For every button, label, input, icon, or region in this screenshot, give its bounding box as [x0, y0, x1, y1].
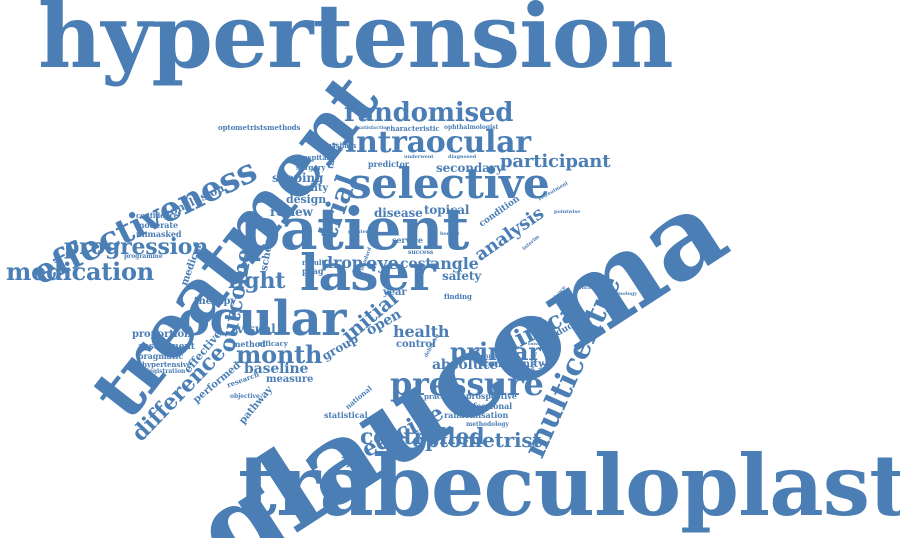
word-visual: visual: [237, 322, 276, 336]
word-characteristic: characteristic: [386, 124, 440, 133]
word-ophthalmology: ophthalmology: [596, 291, 638, 297]
word-safety: safety: [442, 269, 482, 283]
word-poag: poag: [302, 266, 324, 276]
word-disease: disease: [374, 206, 423, 220]
word-quality: quality: [290, 183, 329, 194]
word-medication: medication: [6, 257, 154, 286]
word-patient: patient: [240, 195, 469, 263]
word-cost: cost: [400, 256, 432, 272]
word-topical: topical: [424, 203, 470, 217]
word-pointwise: pointwise: [554, 209, 581, 215]
word-finding: finding: [444, 292, 472, 301]
word-interim: interim: [521, 234, 541, 252]
word-benefit: benefit: [440, 231, 460, 237]
word-baseline: baseline: [244, 361, 309, 377]
word-selective: selective: [348, 159, 550, 208]
word-success: success: [408, 249, 434, 256]
word-registration: registration: [146, 368, 186, 375]
word-service: service: [392, 235, 423, 245]
word-lewisham: lewisham: [320, 141, 357, 150]
word-eye: eye: [366, 253, 399, 274]
word-deviation: deviation: [258, 199, 284, 205]
word-participant: participant: [500, 151, 611, 172]
word-therapy: therapy: [194, 296, 237, 307]
word-scoping: scoping: [272, 171, 324, 185]
word-absolute: absolute: [432, 357, 498, 373]
word-unmasked: unmasked: [136, 229, 182, 239]
word-pragmatic: pragmatic: [138, 351, 184, 361]
word-hospital: hospital: [298, 153, 330, 162]
word-ocular: ocular: [178, 291, 346, 347]
word-review: review: [270, 205, 313, 219]
word-month: month: [236, 340, 323, 369]
word-greater: greater: [348, 229, 369, 235]
word-year: year: [383, 287, 407, 298]
word-light: light: [228, 268, 286, 294]
word-drop: drop: [322, 253, 363, 272]
word-ophthalmologist: ophthalmologist: [444, 124, 499, 131]
word-secondary: secondary: [436, 161, 503, 175]
word-moderate: moderate: [136, 220, 179, 230]
word-hypertensive: hypertensive: [142, 360, 192, 369]
word-progression: progression: [64, 234, 208, 260]
word-statistical: statistical: [324, 410, 368, 420]
word-controlled: controlled: [360, 424, 485, 450]
word-diagnosed: diagnosed: [448, 154, 477, 160]
word-efficacy: efficacy: [258, 339, 288, 348]
word-trabeculoplasty: trabeculoplasty: [238, 436, 900, 535]
word-angle: angle: [430, 254, 479, 273]
word-duration: duration: [578, 285, 602, 291]
word-health: health: [393, 322, 450, 341]
word-confidence: confidence: [136, 211, 179, 220]
word-randomised: randomised: [344, 98, 514, 128]
word-intraocular: intraocular: [345, 125, 531, 160]
word-predictor: predictor: [368, 159, 409, 169]
word-assessment: assessment: [138, 342, 195, 352]
word-optometristsmethods: optometristsmethods: [218, 123, 301, 132]
word-method: method: [232, 339, 266, 349]
word-hypertension: hypertension: [38, 0, 674, 88]
word-primary: primary: [450, 337, 555, 366]
word-randomisation: randomisation: [444, 410, 509, 420]
word-professional: professional: [458, 401, 513, 411]
word-technology: technology: [474, 353, 511, 360]
word-outstanding: outstanding: [528, 341, 555, 346]
word-control: control: [396, 339, 436, 350]
word-optometrist: optometrist: [412, 428, 542, 452]
word-proportion: proportion: [132, 329, 192, 340]
word-design: design: [286, 193, 327, 206]
word-measure: measure: [266, 374, 314, 385]
word-laser: laser: [300, 243, 436, 302]
word-surgery: surgery: [296, 163, 326, 172]
word-result: result: [302, 258, 325, 267]
word-prospective: prospective: [466, 391, 517, 401]
word-pathway: pathway: [237, 384, 275, 427]
word-methodology: methodology: [466, 421, 509, 428]
word-practice: practice: [424, 392, 456, 401]
word-underwent: underwent: [404, 154, 434, 160]
word-objective: objective: [230, 393, 260, 400]
word-pressure: pressure: [390, 365, 544, 403]
word-community: community: [482, 359, 544, 370]
word-satisfaction: satisfaction: [358, 125, 391, 131]
word-programme: programme: [124, 253, 163, 260]
